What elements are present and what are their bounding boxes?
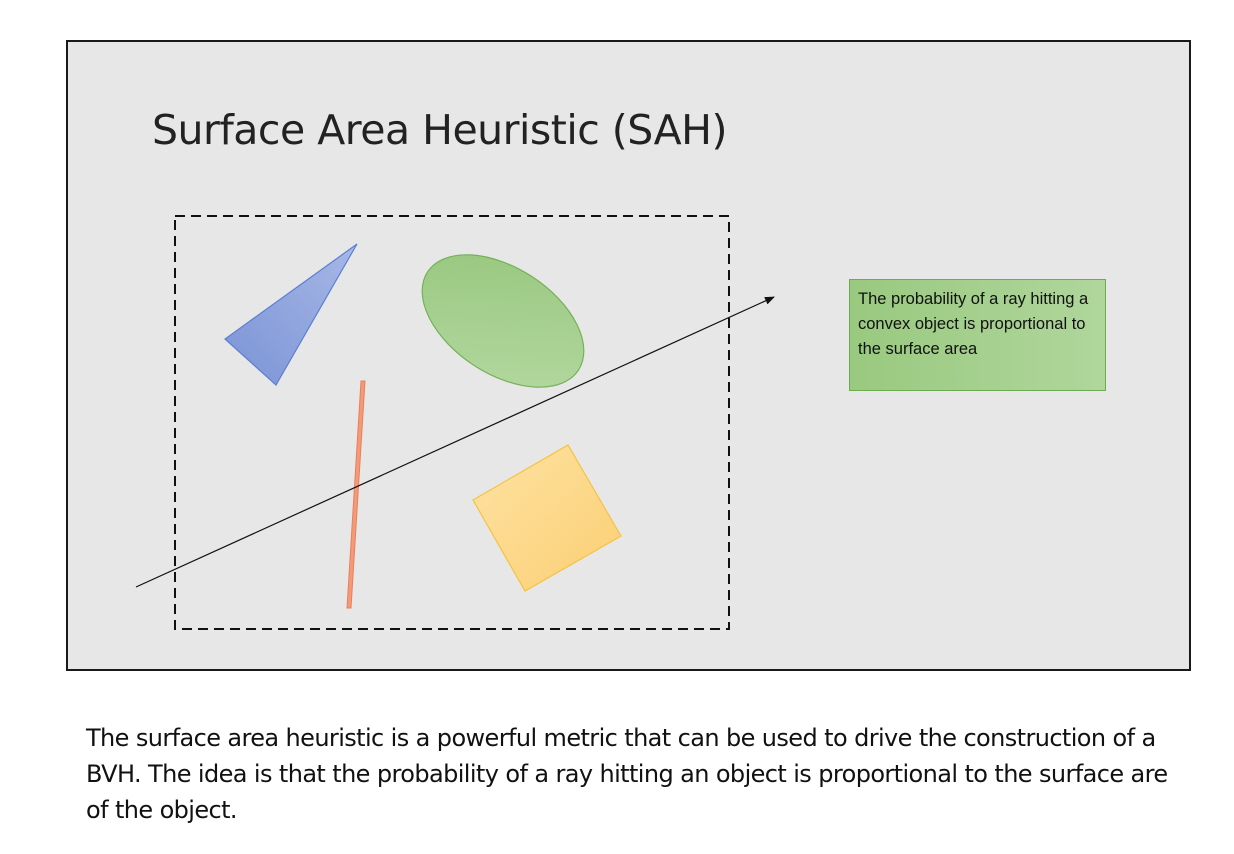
square-shape bbox=[472, 444, 622, 592]
bounding-box bbox=[174, 215, 730, 630]
slide-title: Surface Area Heuristic (SAH) bbox=[152, 106, 727, 154]
ellipse-shape bbox=[421, 254, 585, 388]
slide: Surface Area Heuristic (SAH) bbox=[66, 40, 1191, 671]
ray-arrow bbox=[135, 296, 775, 588]
caption-text: The surface area heuristic is a powerful… bbox=[86, 724, 1168, 824]
bar-shape bbox=[346, 380, 366, 609]
callout-box: The probability of a ray hitting a conve… bbox=[849, 279, 1106, 391]
triangle-shape bbox=[224, 243, 358, 386]
bvh-diagram bbox=[135, 215, 775, 630]
